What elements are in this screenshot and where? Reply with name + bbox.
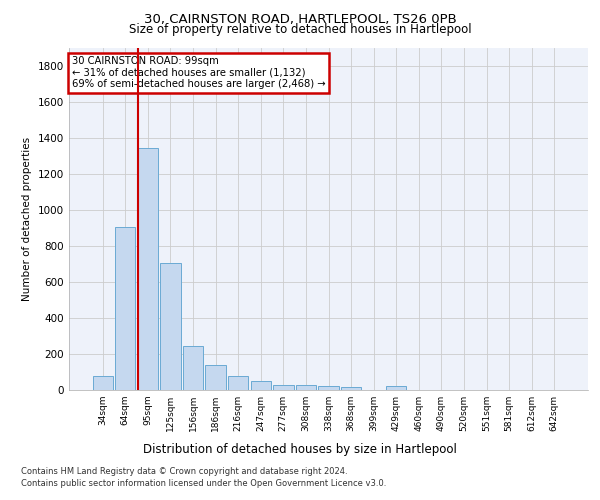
Bar — [115, 227, 136, 390]
Text: 30, CAIRNSTON ROAD, HARTLEPOOL, TS26 0PB: 30, CAIRNSTON ROAD, HARTLEPOOL, TS26 0PB — [143, 12, 457, 26]
Bar — [183, 346, 203, 390]
Bar — [386, 386, 406, 390]
Text: Distribution of detached houses by size in Hartlepool: Distribution of detached houses by size … — [143, 442, 457, 456]
Bar — [92, 376, 113, 390]
Bar — [205, 365, 226, 390]
Bar — [273, 384, 293, 390]
Bar — [296, 386, 316, 390]
Bar — [341, 388, 361, 390]
Bar — [319, 386, 338, 390]
Bar — [251, 381, 271, 390]
Text: Size of property relative to detached houses in Hartlepool: Size of property relative to detached ho… — [128, 22, 472, 36]
Text: Contains HM Land Registry data © Crown copyright and database right 2024.: Contains HM Land Registry data © Crown c… — [21, 468, 347, 476]
Bar — [160, 263, 181, 390]
Text: 30 CAIRNSTON ROAD: 99sqm
← 31% of detached houses are smaller (1,132)
69% of sem: 30 CAIRNSTON ROAD: 99sqm ← 31% of detach… — [71, 56, 325, 90]
Y-axis label: Number of detached properties: Number of detached properties — [22, 136, 32, 301]
Bar — [138, 148, 158, 390]
Text: Contains public sector information licensed under the Open Government Licence v3: Contains public sector information licen… — [21, 478, 386, 488]
Bar — [228, 376, 248, 390]
